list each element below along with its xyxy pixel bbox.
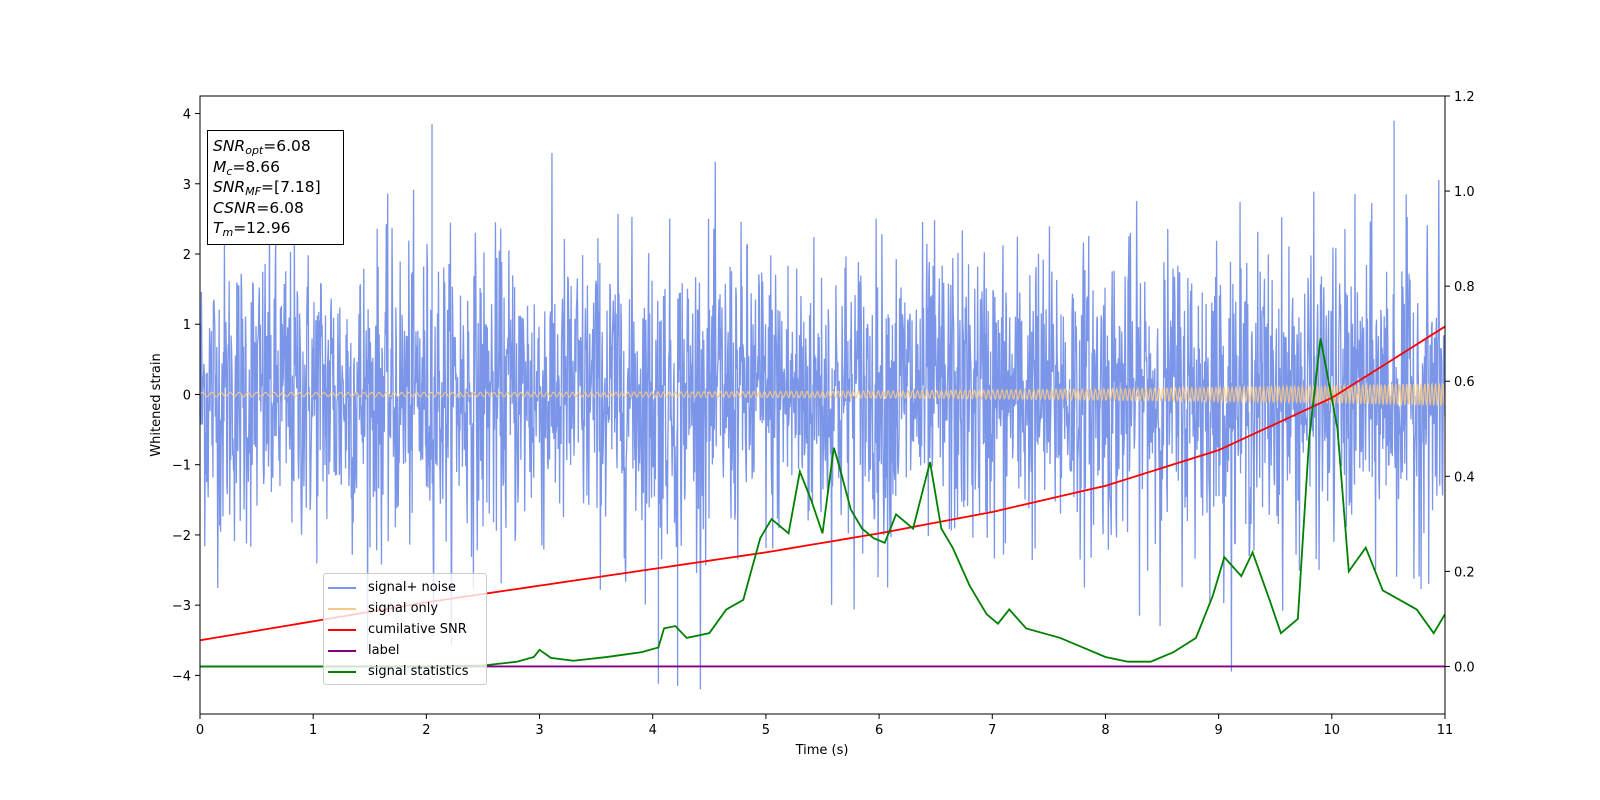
signal-plus-noise-line [199, 120, 1446, 690]
y2-tick-label: 0.0 [1454, 660, 1475, 675]
annotation-mc: Mc=8.66 [213, 157, 280, 178]
y-tick-label: −2 [172, 529, 191, 544]
legend-item-cumilative-snr: cumilative SNR [328, 619, 482, 640]
y-tick-label: −1 [172, 459, 191, 474]
y-tick-label: 3 [183, 178, 191, 193]
x-tick-label: 2 [422, 723, 430, 738]
x-axis-label: Time (s) [795, 743, 849, 758]
snr-annotation-box: SNRopt=6.08 Mc=8.66 SNRMF=[7.18] CSNR=6.… [207, 130, 344, 245]
annotation-tm: Tm=12.96 [213, 219, 291, 239]
series-signal-only [199, 382, 1446, 407]
legend-item-signal-statistics: signal statistics [328, 661, 482, 682]
y2-axis-ticks: 0.0 0.2 0.4 0.6 0.8 1.0 1.2 [1445, 90, 1475, 675]
annotation-snr-mf: SNRMF=[7.18] [213, 178, 321, 198]
y-tick-label: −4 [172, 669, 191, 684]
y2-tick-label: 0.8 [1454, 280, 1475, 295]
y2-tick-label: 0.4 [1454, 470, 1475, 485]
legend: signal+ noise signal only cumilative SNR… [323, 573, 487, 685]
legend-item-label: label [328, 640, 482, 661]
y2-tick-label: 1.2 [1454, 90, 1475, 105]
x-axis-ticks: 0 1 2 3 4 5 6 7 8 9 10 11 [196, 714, 1453, 738]
y2-tick-label: 0.6 [1454, 375, 1475, 390]
x-tick-label: 9 [1214, 723, 1222, 738]
y-tick-label: −3 [172, 599, 191, 614]
x-tick-label: 11 [1437, 723, 1454, 738]
plot-frame [199, 95, 1446, 715]
series-signal-plus-noise [199, 120, 1446, 690]
signal-only-line [199, 382, 1446, 407]
y2-tick-label: 1.0 [1454, 185, 1475, 200]
signal-statistics-line [200, 338, 1446, 668]
x-tick-label: 8 [1101, 723, 1109, 738]
y-tick-label: 4 [183, 108, 191, 123]
annotation-snr-opt: SNRopt=6.08 [213, 137, 311, 157]
y-tick-label: 0 [183, 388, 191, 403]
x-tick-label: 6 [875, 723, 883, 738]
y-tick-label: 2 [183, 248, 191, 263]
x-tick-label: 0 [196, 723, 204, 738]
y2-tick-label: 0.2 [1454, 565, 1475, 580]
x-tick-label: 1 [309, 723, 317, 738]
y-axis-ticks: −4 −3 −2 −1 0 1 2 3 4 [172, 108, 200, 684]
x-tick-label: 5 [762, 723, 770, 738]
y-axis-label: Whitened strain [149, 353, 164, 456]
y-tick-label: 1 [183, 318, 191, 333]
x-tick-label: 7 [988, 723, 996, 738]
x-tick-label: 4 [649, 723, 657, 738]
x-tick-label: 10 [1324, 723, 1341, 738]
legend-item-signal-plus-noise: signal+ noise [328, 577, 482, 598]
x-tick-label: 3 [535, 723, 543, 738]
annotation-csnr: CSNR=6.08 [213, 198, 304, 217]
legend-item-signal-only: signal only [328, 598, 482, 619]
